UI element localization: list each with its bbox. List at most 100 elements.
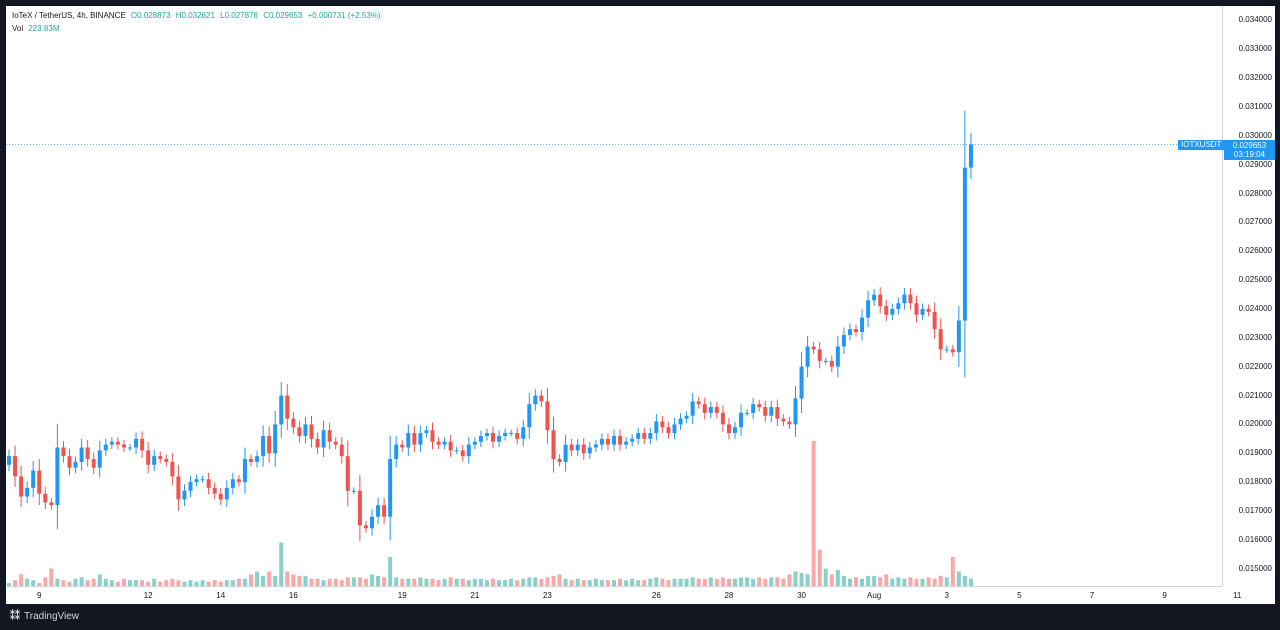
- volume-bar: [932, 578, 937, 586]
- candle-body: [212, 487, 217, 494]
- volume-bar: [339, 580, 344, 586]
- volume-bar: [400, 578, 405, 586]
- candle-body: [944, 349, 949, 351]
- symbol-title: IoTeX / TetherUS, 4h, BINANCE: [12, 11, 126, 20]
- price-tick-label: 0.017000: [1238, 505, 1272, 515]
- candle-body: [805, 346, 810, 367]
- price-tick-label: 0.030000: [1238, 130, 1272, 140]
- volume-bar: [575, 578, 580, 586]
- candle-body: [55, 447, 60, 506]
- candle-body: [745, 412, 750, 414]
- volume-bar: [218, 581, 223, 586]
- volume-bar: [255, 571, 260, 586]
- volume-bar: [938, 575, 943, 586]
- price-axis[interactable]: 0.034000 0.033000 0.032000 0.031000 0.030000…: [1222, 6, 1276, 586]
- candle-body: [654, 421, 659, 434]
- candle-body: [164, 459, 169, 462]
- candle-body: [224, 487, 229, 500]
- volume-bar: [684, 578, 689, 586]
- candle-body: [872, 294, 877, 301]
- volume-bar: [321, 580, 326, 586]
- tradingview-logo[interactable]: ⁑⁑ TradingView: [10, 611, 79, 622]
- candle-body: [902, 294, 907, 304]
- volume-bar: [666, 580, 671, 586]
- candle-body: [624, 441, 629, 445]
- candle-body: [418, 433, 423, 445]
- candle-body: [618, 435, 623, 445]
- volume-bar: [146, 581, 151, 586]
- volume-bar: [612, 580, 616, 586]
- candle-body: [146, 450, 151, 465]
- candle-body: [158, 456, 163, 460]
- candle-body: [182, 490, 187, 500]
- candle-body: [472, 441, 477, 445]
- volume-bar: [660, 578, 665, 586]
- candle-body: [847, 329, 852, 335]
- volume-bar: [599, 580, 604, 586]
- volume-bar: [55, 578, 60, 586]
- time-tick-label: Aug: [867, 591, 882, 600]
- candle-body: [684, 415, 689, 419]
- volume-bar: [739, 577, 744, 586]
- candle-body: [581, 444, 586, 454]
- time-tick-label: 11: [1232, 591, 1242, 600]
- candle-body: [720, 412, 725, 425]
- candle-body: [25, 487, 30, 497]
- candle-body: [115, 441, 120, 445]
- candle-body: [31, 470, 36, 488]
- candle-body: [642, 433, 647, 439]
- volume-bar: [121, 578, 126, 586]
- candle-body: [811, 346, 816, 350]
- volume-bar: [648, 578, 653, 586]
- volume-bar: [164, 580, 169, 586]
- candle-body: [569, 444, 574, 451]
- price-tick-label: 0.020000: [1238, 419, 1272, 429]
- candle-body: [769, 407, 774, 416]
- volume-bar: [569, 580, 574, 586]
- volume-legend: Vol 223.83M: [12, 24, 63, 33]
- candle-body: [835, 346, 840, 367]
- volume-bar: [708, 577, 713, 586]
- volume-bar: [388, 557, 393, 586]
- volume-bar: [636, 580, 641, 586]
- volume-bar: [73, 578, 78, 586]
- candle-body: [188, 482, 193, 491]
- candle-body: [612, 435, 616, 445]
- price-tick-label: 0.032000: [1238, 73, 1272, 83]
- candle-body: [575, 444, 580, 451]
- volume-bar: [478, 578, 483, 586]
- candle-body: [503, 433, 508, 436]
- time-axis[interactable]: 9 12 14 16 19 21 23 26 28 30 Aug 3 5 7 9 11: [6, 586, 1241, 605]
- candle-body: [218, 493, 223, 500]
- candle-body: [751, 404, 756, 413]
- brand-name: TradingView: [24, 611, 80, 622]
- candle-body: [327, 430, 332, 442]
- candle-body: [261, 435, 266, 457]
- candle-body: [938, 329, 943, 350]
- volume-bar: [581, 580, 586, 586]
- volume-bar: [91, 578, 96, 586]
- volume-bar: [25, 578, 30, 586]
- candle-body: [841, 334, 846, 347]
- candle-body: [817, 349, 822, 361]
- candle-body: [73, 461, 78, 468]
- volume-bar: [847, 578, 852, 586]
- candle-body: [557, 459, 562, 462]
- candle-body: [672, 424, 677, 434]
- candle-body: [793, 398, 798, 425]
- volume-bar: [394, 577, 399, 586]
- volume-bar: [37, 583, 42, 586]
- candle-body: [436, 441, 441, 445]
- volume-bar: [466, 580, 471, 586]
- chart-plot-area[interactable]: [6, 6, 1222, 586]
- volume-bar: [823, 568, 828, 586]
- volume-bar: [745, 577, 750, 586]
- candle-body: [97, 450, 102, 468]
- candle-body: [333, 441, 338, 445]
- candle-body: [926, 308, 931, 312]
- volume-bar: [720, 577, 725, 586]
- candle-body: [478, 435, 483, 442]
- price-tick-label: 0.029000: [1238, 159, 1272, 169]
- volume-bar: [333, 578, 338, 586]
- candle-body: [7, 456, 11, 465]
